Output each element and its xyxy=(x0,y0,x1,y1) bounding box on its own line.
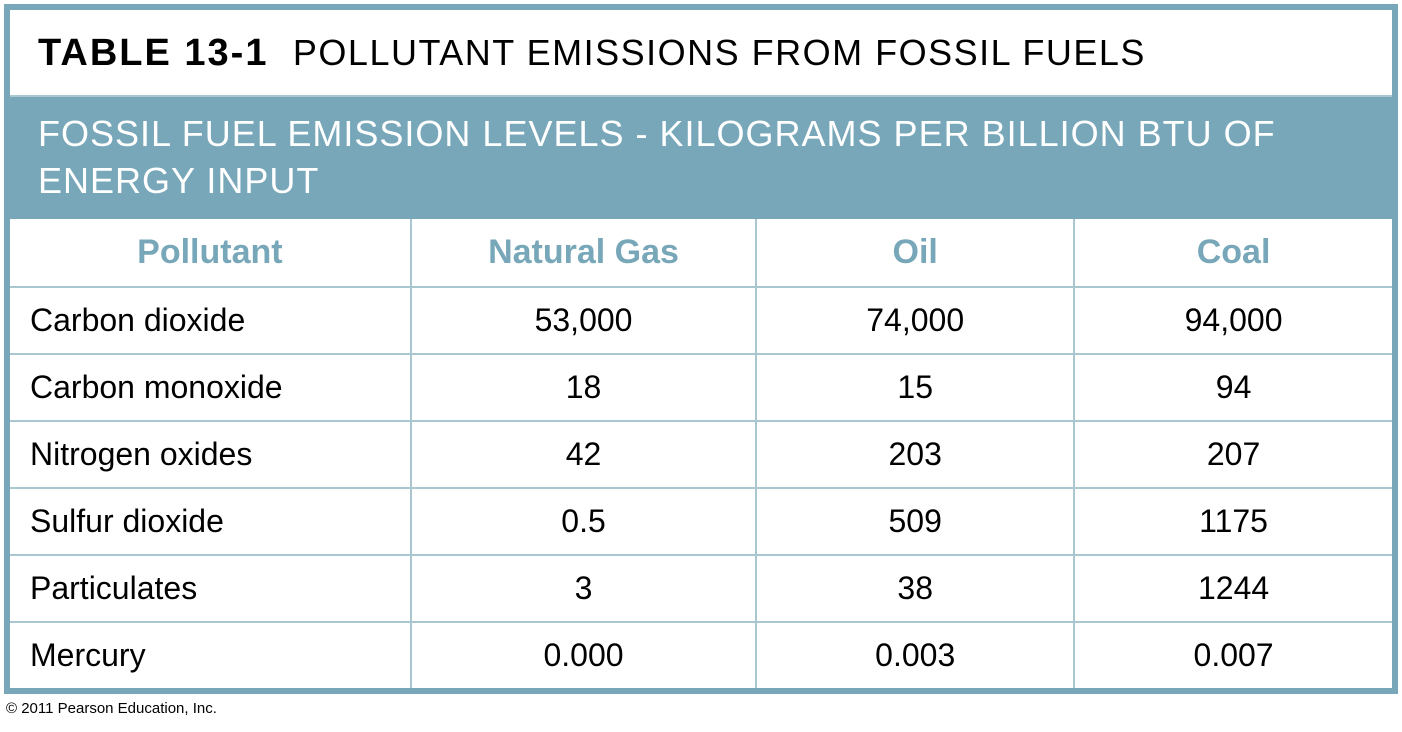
cell-natural-gas: 0.000 xyxy=(411,622,757,688)
col-header-natural-gas: Natural Gas xyxy=(411,219,757,287)
table-body: Carbon dioxide 53,000 74,000 94,000 Carb… xyxy=(10,287,1392,688)
cell-pollutant: Sulfur dioxide xyxy=(10,488,411,555)
cell-oil: 509 xyxy=(756,488,1074,555)
cell-oil: 38 xyxy=(756,555,1074,622)
table-row: Sulfur dioxide 0.5 509 1175 xyxy=(10,488,1392,555)
cell-natural-gas: 3 xyxy=(411,555,757,622)
cell-natural-gas: 18 xyxy=(411,354,757,421)
col-header-oil: Oil xyxy=(756,219,1074,287)
cell-coal: 1175 xyxy=(1074,488,1392,555)
cell-pollutant: Mercury xyxy=(10,622,411,688)
table-number: TABLE 13-1 xyxy=(38,32,268,74)
table-row: Nitrogen oxides 42 203 207 xyxy=(10,421,1392,488)
cell-natural-gas: 0.5 xyxy=(411,488,757,555)
cell-pollutant: Carbon monoxide xyxy=(10,354,411,421)
table-subtitle: FOSSIL FUEL EMISSION LEVELS - KILOGRAMS … xyxy=(10,97,1392,219)
emissions-table-container: TABLE 13-1 POLLUTANT EMISSIONS FROM FOSS… xyxy=(4,4,1398,694)
cell-oil: 0.003 xyxy=(756,622,1074,688)
emissions-table: Pollutant Natural Gas Oil Coal Carbon di… xyxy=(10,219,1392,688)
cell-coal: 1244 xyxy=(1074,555,1392,622)
col-header-coal: Coal xyxy=(1074,219,1392,287)
cell-oil: 15 xyxy=(756,354,1074,421)
table-row: Carbon monoxide 18 15 94 xyxy=(10,354,1392,421)
cell-coal: 207 xyxy=(1074,421,1392,488)
cell-oil: 203 xyxy=(756,421,1074,488)
table-row: Carbon dioxide 53,000 74,000 94,000 xyxy=(10,287,1392,354)
cell-coal: 94,000 xyxy=(1074,287,1392,354)
table-title: POLLUTANT EMISSIONS FROM FOSSIL FUELS xyxy=(293,32,1146,73)
cell-coal: 0.007 xyxy=(1074,622,1392,688)
cell-pollutant: Nitrogen oxides xyxy=(10,421,411,488)
table-header-row: Pollutant Natural Gas Oil Coal xyxy=(10,219,1392,287)
table-title-row: TABLE 13-1 POLLUTANT EMISSIONS FROM FOSS… xyxy=(10,10,1392,97)
table-row: Particulates 3 38 1244 xyxy=(10,555,1392,622)
cell-oil: 74,000 xyxy=(756,287,1074,354)
cell-natural-gas: 53,000 xyxy=(411,287,757,354)
table-row: Mercury 0.000 0.003 0.007 xyxy=(10,622,1392,688)
cell-pollutant: Particulates xyxy=(10,555,411,622)
cell-coal: 94 xyxy=(1074,354,1392,421)
col-header-pollutant: Pollutant xyxy=(10,219,411,287)
copyright-text: © 2011 Pearson Education, Inc. xyxy=(4,694,1398,717)
cell-natural-gas: 42 xyxy=(411,421,757,488)
cell-pollutant: Carbon dioxide xyxy=(10,287,411,354)
